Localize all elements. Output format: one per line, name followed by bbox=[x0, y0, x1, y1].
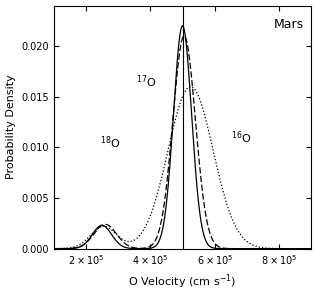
Text: $^{16}$O: $^{16}$O bbox=[231, 129, 251, 146]
Y-axis label: Probability Density: Probability Density bbox=[6, 75, 16, 179]
X-axis label: O Velocity (cm s$^{-1}$): O Velocity (cm s$^{-1}$) bbox=[128, 273, 237, 291]
Text: $^{18}$O: $^{18}$O bbox=[100, 134, 121, 151]
Text: Mars: Mars bbox=[274, 18, 304, 31]
Text: $^{17}$O: $^{17}$O bbox=[136, 73, 156, 90]
